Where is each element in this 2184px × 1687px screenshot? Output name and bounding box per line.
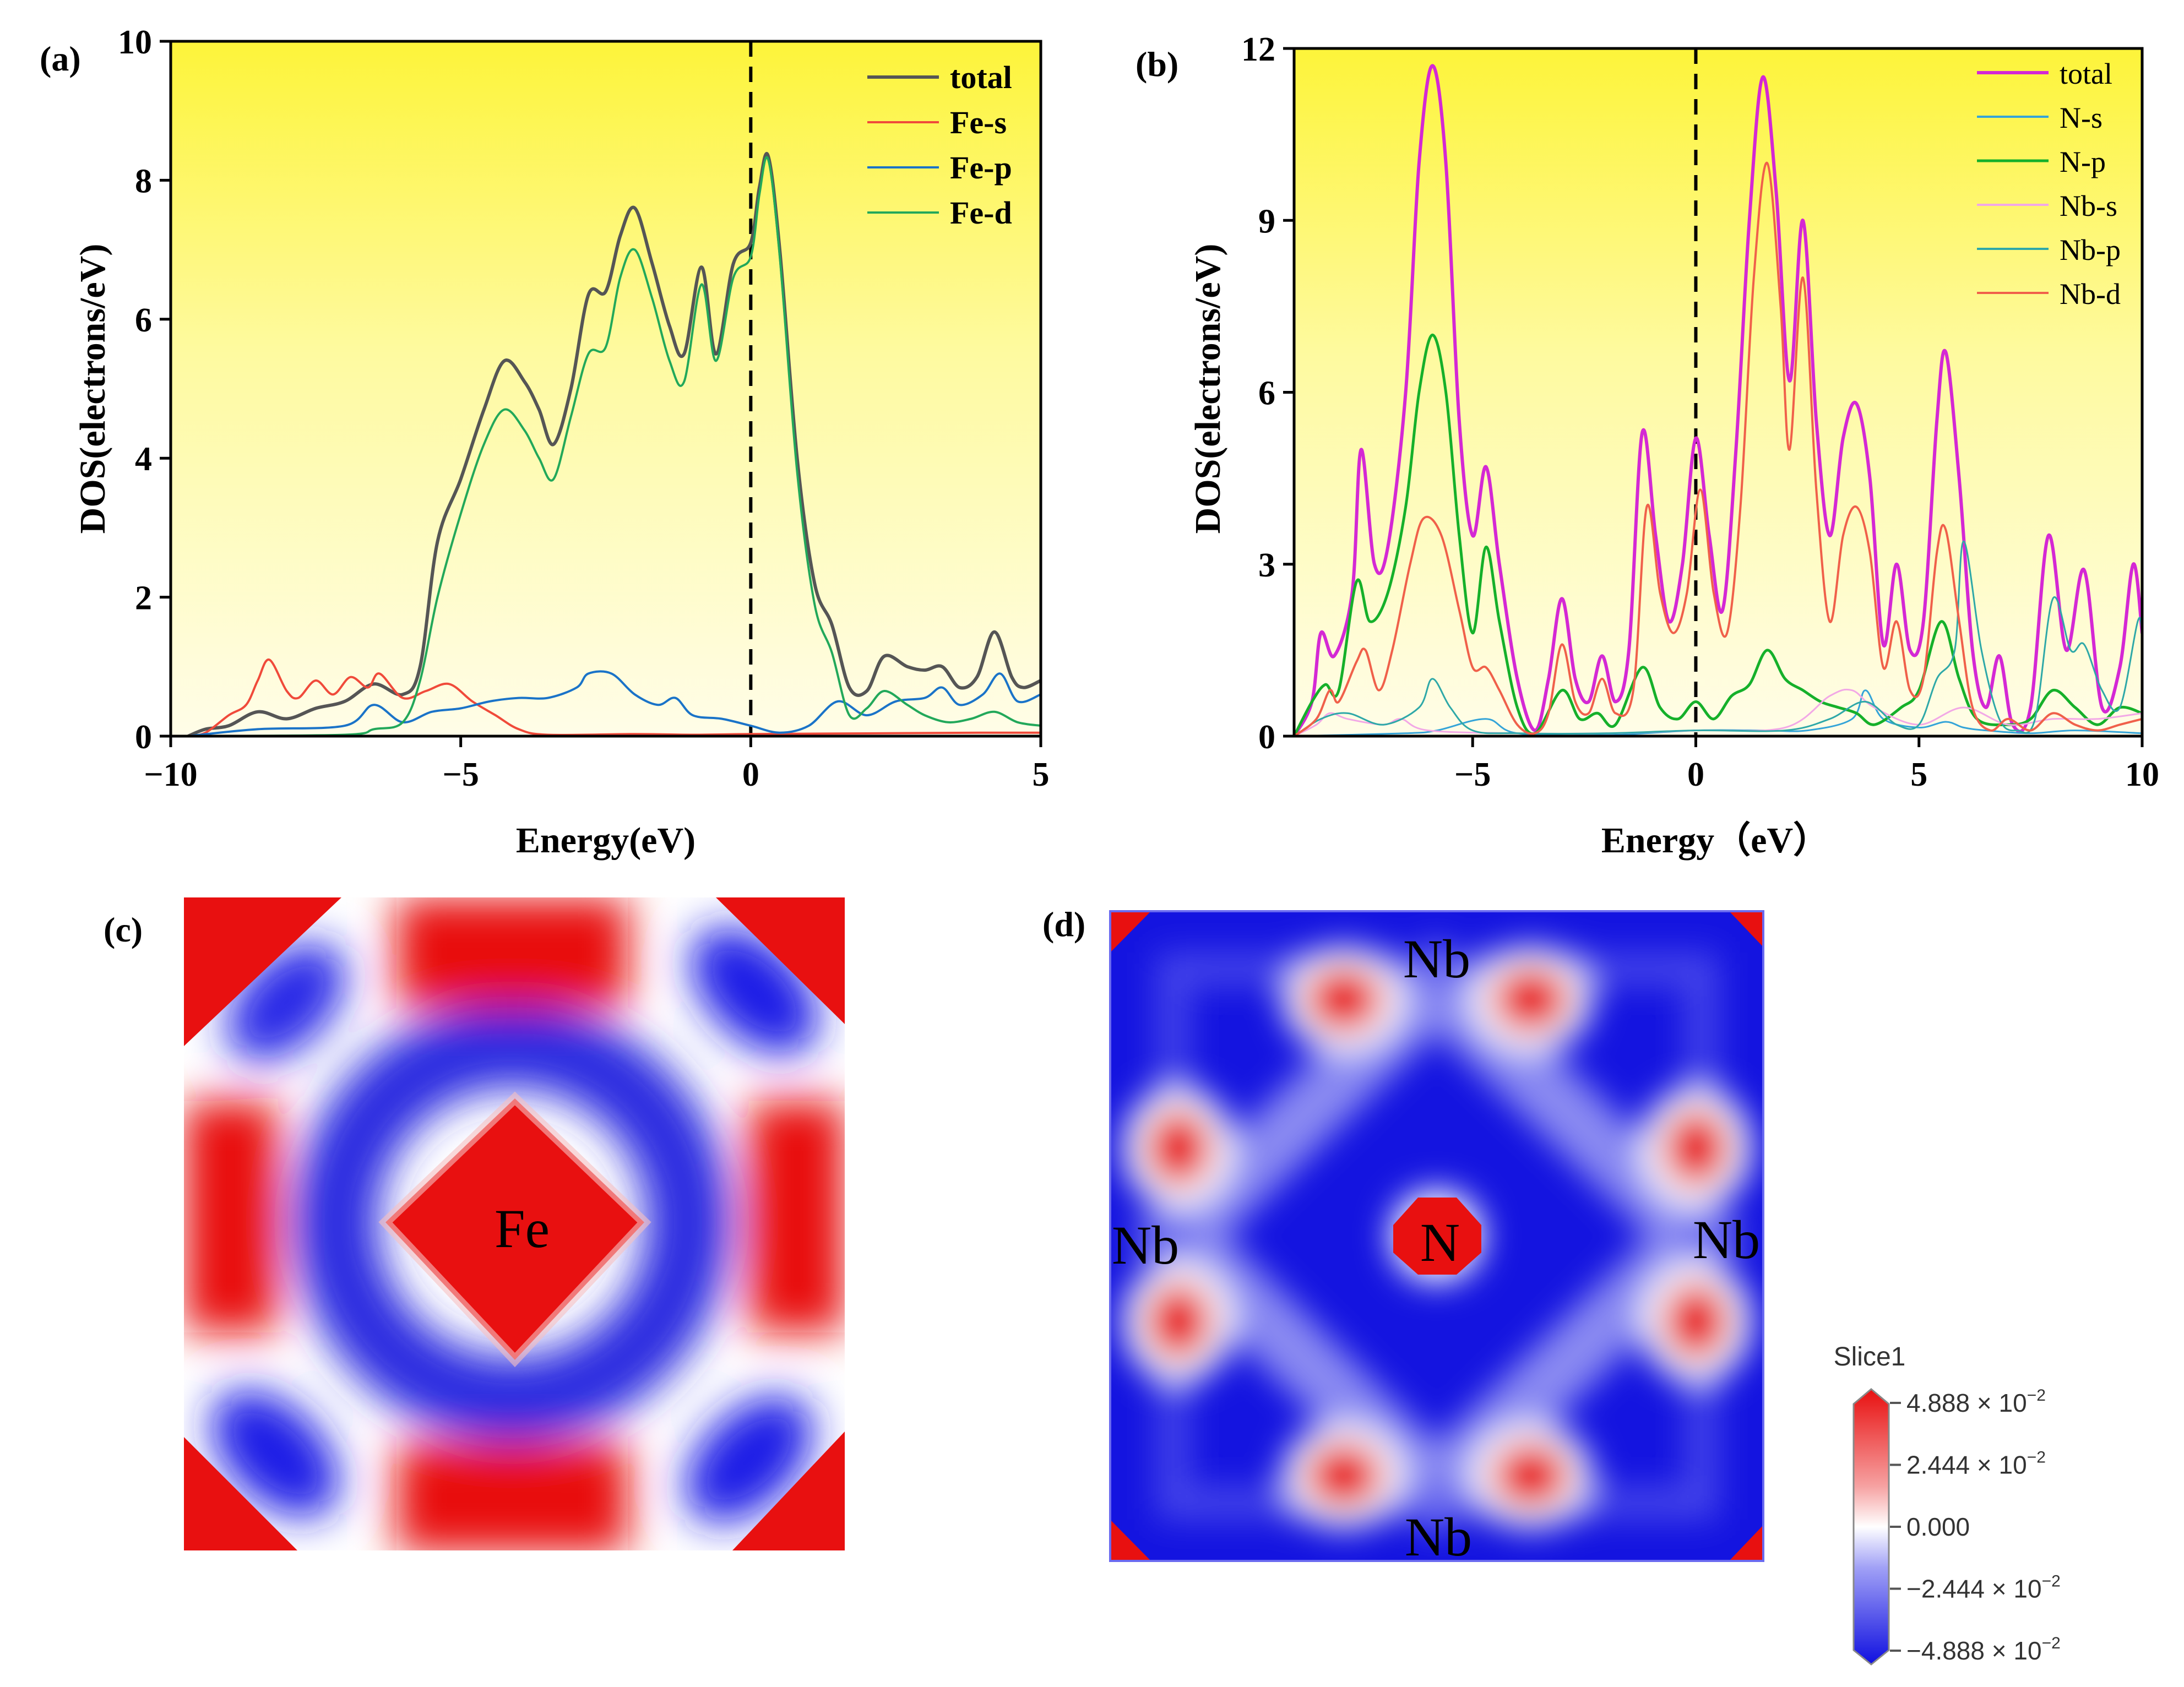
legend-label-b-nb-s: Nb-s <box>2060 189 2117 222</box>
legend-label-b-nb-p: Nb-p <box>2060 233 2121 266</box>
legend-a: total Fe-s Fe-p Fe-d <box>867 59 1012 231</box>
series-line-a-fe-d <box>187 156 1041 736</box>
y-tick-label-b: 9 <box>1258 203 1275 240</box>
colorbar-slice1: Slice1 4.888 × 10−2 2.444 × 10−2 0.000 −2.4… <box>1834 1342 2061 1666</box>
series-group-a <box>186 152 1041 736</box>
legend-label-a-total: total <box>950 59 1012 95</box>
axes-frame-a <box>169 40 1042 738</box>
y-tick-label-a: 8 <box>135 162 152 200</box>
dos-chart-fe: (a) −10 −5 0 5 0 2 4 6 8 10 total Fe-s Fe-p Fe-d Ene… <box>40 24 1050 861</box>
colorbar-tick-label: 0.000 <box>1906 1512 1970 1541</box>
atom-label-fe: Fe <box>495 1198 550 1259</box>
ticks-b: −5 0 5 10 0 3 6 9 12 <box>1241 31 2159 793</box>
plot-area-a <box>171 41 1041 736</box>
y-tick-label-a: 6 <box>135 302 152 339</box>
series-line-b-n-s <box>1294 689 2142 736</box>
panel-label-d: (d) <box>1042 905 1085 944</box>
colorbar-gradient <box>1852 1388 1890 1666</box>
atom-label-nb-left: Nb <box>1112 1215 1179 1276</box>
charge-density-map-fe: (c) <box>104 897 845 1550</box>
colorbar-tick-label: −2.444 × 10−2 <box>1906 1572 2061 1603</box>
x-tick-label-b: 10 <box>2125 756 2159 793</box>
legend-label-b-total: total <box>2060 57 2112 90</box>
y-axis-label-b: DOS(electrons/eV) <box>1188 244 1228 534</box>
panel-label-b: (b) <box>1136 45 1178 84</box>
legend-label-b-n-p: N-p <box>2060 145 2106 178</box>
series-line-b-nb-d <box>1294 161 2142 736</box>
x-axis-label-a: Energy(eV) <box>516 820 696 861</box>
x-tick-label-b: 5 <box>1910 756 1927 793</box>
y-axis-label-a: DOS(electrons/eV) <box>73 244 113 534</box>
series-line-b-n-p <box>1294 333 2142 736</box>
panel-label-a: (a) <box>40 39 81 78</box>
y-tick-label-a: 0 <box>135 719 152 756</box>
y-tick-label-a: 2 <box>135 580 152 617</box>
x-tick-label-a: 0 <box>742 756 759 793</box>
series-line-b-nb-p <box>1294 540 2142 736</box>
series-group-b <box>1294 64 2142 736</box>
atom-label-nb-right: Nb <box>1693 1209 1760 1270</box>
atom-label-n-center: N <box>1420 1212 1460 1273</box>
legend-label-b-n-s: N-s <box>2060 101 2102 134</box>
y-tick-label-b: 6 <box>1258 375 1275 412</box>
colorbar-tick-label: 2.444 × 10−2 <box>1906 1449 2046 1479</box>
y-tick-label-b: 12 <box>1241 31 1275 68</box>
colorbar-title: Slice1 <box>1834 1342 1906 1372</box>
atom-label-nb-top: Nb <box>1403 928 1470 989</box>
dos-chart-nbn: (b) −5 0 5 10 0 3 6 9 12 total N-s N-p Nb-s Nb-p Nb-d… <box>1136 31 2159 861</box>
x-tick-label-b: 0 <box>1687 756 1704 793</box>
x-tick-label-a: 5 <box>1033 756 1050 793</box>
charge-density-map-nbn: (d) <box>1042 905 1764 1568</box>
series-line-a-total <box>186 152 1041 736</box>
x-tick-label-b: −5 <box>1454 756 1491 793</box>
ticks-a: −10 −5 0 5 0 2 4 6 8 10 <box>118 24 1050 793</box>
x-tick-label-a: −5 <box>442 756 479 793</box>
y-tick-label-b: 3 <box>1258 547 1275 584</box>
atom-label-nb-bottom: Nb <box>1405 1506 1472 1568</box>
colorbar-tick-label: −4.888 × 10−2 <box>1906 1634 2061 1665</box>
legend-label-a-fe-p: Fe-p <box>950 150 1012 186</box>
series-line-a-fe-s <box>187 659 1041 736</box>
y-tick-label-b: 0 <box>1258 719 1275 756</box>
legend-b: total N-s N-p Nb-s Nb-p Nb-d <box>1977 57 2121 311</box>
colorbar-tick-label: 4.888 × 10−2 <box>1906 1386 2046 1417</box>
y-tick-label-a: 10 <box>118 24 152 61</box>
y-tick-label-a: 4 <box>135 440 152 478</box>
x-axis-label-b: Energy（eV） <box>1601 820 1829 861</box>
series-line-b-total <box>1294 64 2142 736</box>
legend-label-b-nb-d: Nb-d <box>2060 277 2121 311</box>
panel-label-c: (c) <box>104 910 143 949</box>
colorbar-ticks: 4.888 × 10−2 2.444 × 10−2 0.000 −2.444 × 10… <box>1890 1386 2061 1665</box>
legend-label-a-fe-d: Fe-d <box>950 195 1012 231</box>
x-tick-label-a: −10 <box>144 756 197 793</box>
legend-label-a-fe-s: Fe-s <box>950 105 1007 140</box>
